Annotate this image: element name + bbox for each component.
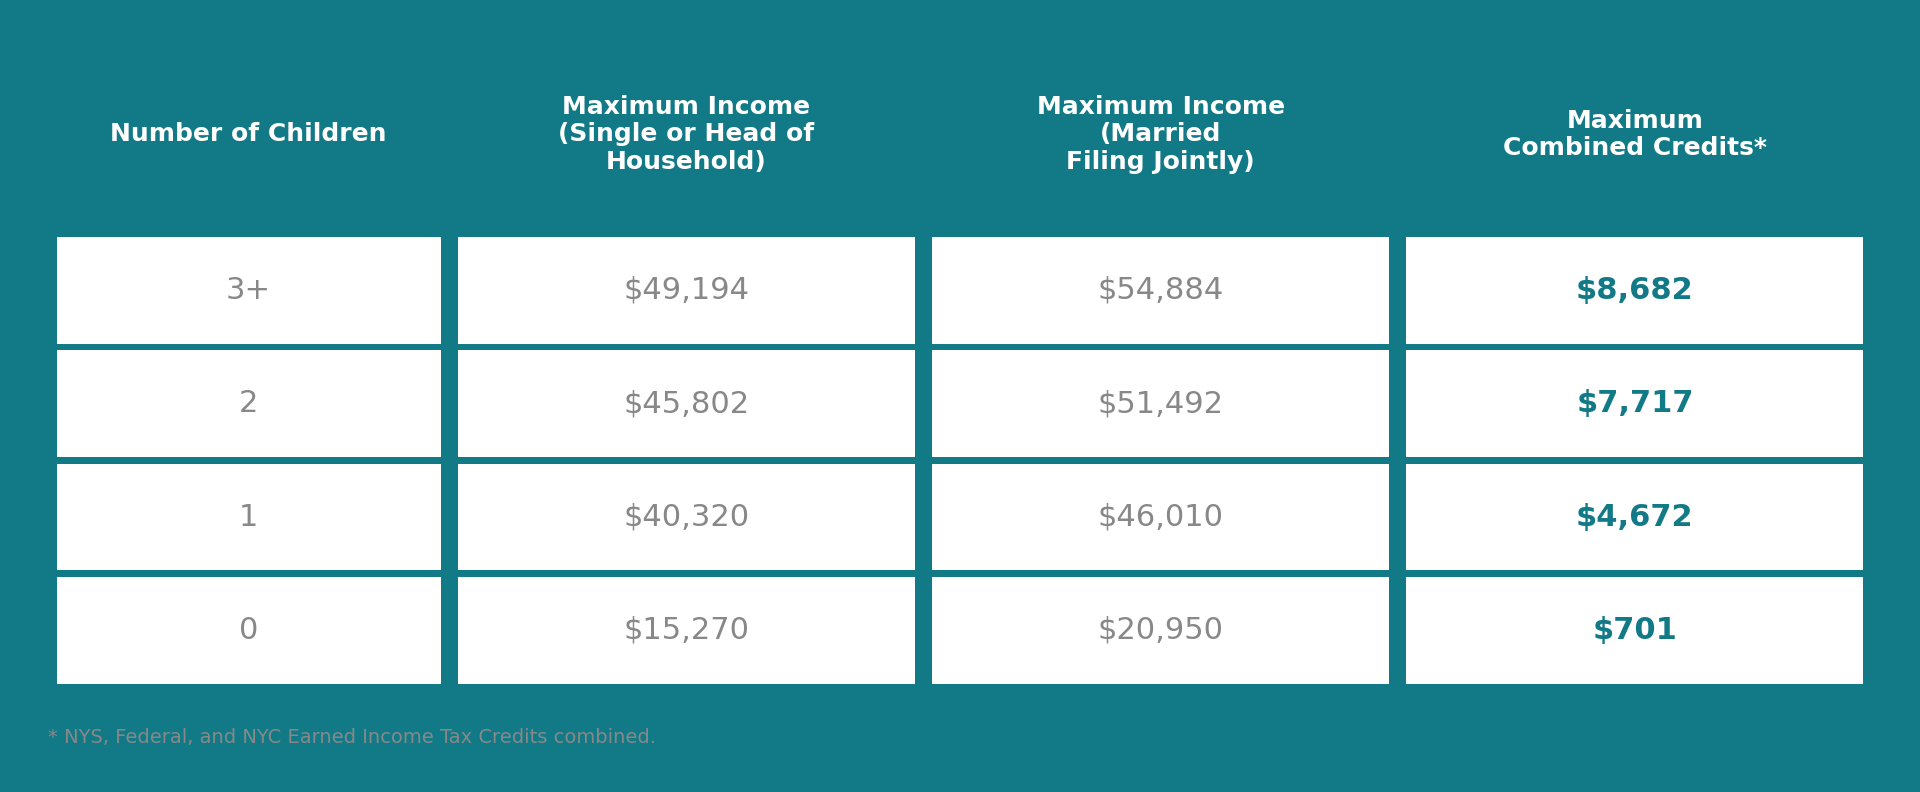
Text: $7,717: $7,717 (1576, 389, 1693, 418)
Bar (933, 463, 1390, 570)
Text: * NYS, Federal, and NYC Earned Income Tax Credits combined.: * NYS, Federal, and NYC Earned Income Ta… (48, 728, 657, 747)
Text: 2: 2 (238, 389, 259, 418)
Bar (457, 38, 914, 230)
Bar (58, 350, 440, 457)
Text: Maximum
Combined Credits*: Maximum Combined Credits* (1503, 109, 1766, 160)
Text: $15,270: $15,270 (624, 615, 749, 645)
Bar (58, 463, 440, 570)
Text: $51,492: $51,492 (1098, 389, 1223, 418)
Text: $40,320: $40,320 (624, 502, 749, 531)
Bar (58, 38, 440, 230)
Text: $4,672: $4,672 (1576, 502, 1693, 531)
Bar (457, 463, 914, 570)
Bar (457, 350, 914, 457)
Text: 1: 1 (238, 502, 259, 531)
Text: 3+: 3+ (227, 276, 271, 305)
Bar (933, 237, 1390, 344)
Text: $20,950: $20,950 (1098, 615, 1223, 645)
Text: Maximum Income
(Married
Filing Jointly): Maximum Income (Married Filing Jointly) (1037, 95, 1284, 174)
Text: Number of Children: Number of Children (109, 123, 388, 147)
Bar (58, 237, 440, 344)
Text: $54,884: $54,884 (1098, 276, 1223, 305)
Bar (457, 237, 914, 344)
Text: $701: $701 (1592, 615, 1678, 645)
Bar (933, 350, 1390, 457)
Bar (933, 38, 1390, 230)
Bar (457, 577, 914, 683)
Bar (1405, 38, 1862, 230)
Bar (1405, 350, 1862, 457)
Bar (1405, 577, 1862, 683)
Bar (933, 577, 1390, 683)
Text: Maximum Income
(Single or Head of
Household): Maximum Income (Single or Head of Househ… (559, 95, 814, 174)
Text: $45,802: $45,802 (624, 389, 749, 418)
Text: $49,194: $49,194 (624, 276, 749, 305)
Text: 0: 0 (238, 615, 259, 645)
Text: $8,682: $8,682 (1576, 276, 1693, 305)
Bar (58, 577, 440, 683)
Bar (1405, 237, 1862, 344)
Bar (1405, 463, 1862, 570)
Text: $46,010: $46,010 (1098, 502, 1223, 531)
